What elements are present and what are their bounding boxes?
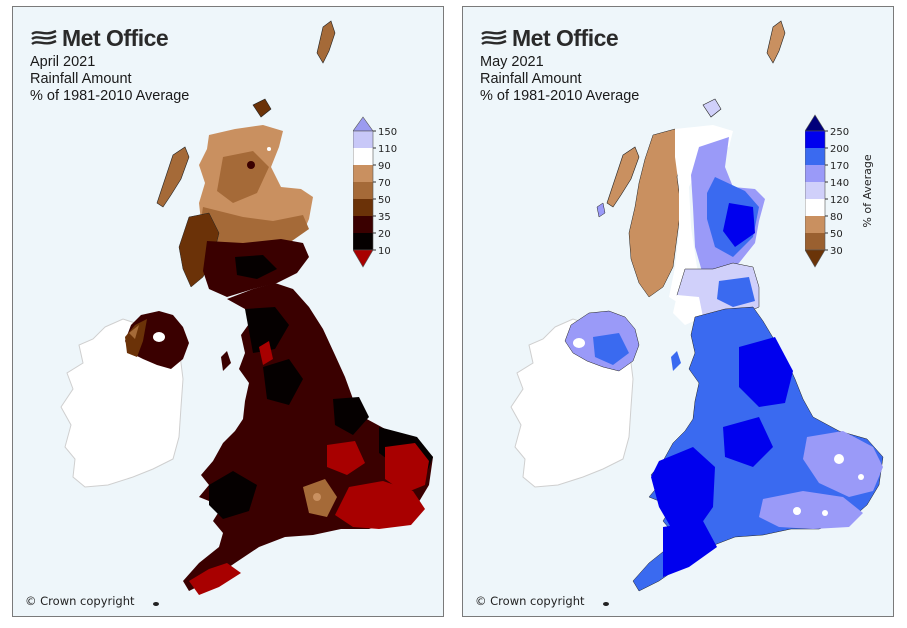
- cbar-tick: 150: [378, 127, 397, 138]
- cbar-tick: 250: [830, 127, 849, 138]
- met-office-waves-icon: [481, 29, 507, 45]
- map-variable: Rainfall Amount: [480, 71, 582, 87]
- met-office-waves-icon: [31, 29, 57, 45]
- april-colorbar: 150 110 90 70 50 35 20 10: [353, 115, 423, 275]
- cbar-tick: 120: [830, 195, 849, 206]
- cbar-tick: 10: [378, 246, 391, 257]
- may-rainfall-map: [510, 20, 884, 606]
- cbar-tick: 140: [830, 178, 849, 189]
- met-office-logo: Met Office: [30, 25, 169, 52]
- cbar-tick: 20: [378, 229, 391, 240]
- may-colorbar: 250 200 170 140 120 80 50 30 % of Averag…: [805, 113, 885, 273]
- copyright-notice: © Crown copyright: [475, 594, 585, 608]
- map-units: % of 1981-2010 Average: [30, 88, 190, 104]
- cbar-tick: 90: [378, 161, 391, 172]
- map-month: April 2021: [30, 54, 96, 70]
- met-office-logo: Met Office: [480, 25, 619, 52]
- brand-name: Met Office: [512, 25, 619, 51]
- april-map-panel: Met Office April 2021 Rainfall Amount % …: [12, 6, 444, 617]
- april-rainfall-map: [60, 20, 433, 606]
- may-map-panel: Met Office May 2021 Rainfall Amount % of…: [462, 6, 894, 617]
- cbar-tick: 50: [378, 195, 391, 206]
- brand-name: Met Office: [62, 25, 169, 51]
- copyright-notice: © Crown copyright: [25, 594, 135, 608]
- map-month: May 2021: [480, 54, 544, 70]
- map-units: % of 1981-2010 Average: [480, 88, 640, 104]
- cbar-tick: 80: [830, 212, 843, 223]
- cbar-tick: 35: [378, 212, 391, 223]
- cbar-tick: 170: [830, 161, 849, 172]
- map-variable: Rainfall Amount: [30, 71, 132, 87]
- map-caption: April 2021 Rainfall Amount % of 1981-201…: [30, 54, 189, 105]
- colorbar-title: % of Average: [861, 154, 874, 227]
- cbar-tick: 30: [830, 246, 843, 257]
- cbar-tick: 70: [378, 178, 391, 189]
- cbar-tick: 50: [830, 229, 843, 240]
- cbar-tick: 200: [830, 144, 849, 155]
- cbar-tick: 110: [378, 144, 397, 155]
- map-caption: May 2021 Rainfall Amount % of 1981-2010 …: [480, 54, 639, 105]
